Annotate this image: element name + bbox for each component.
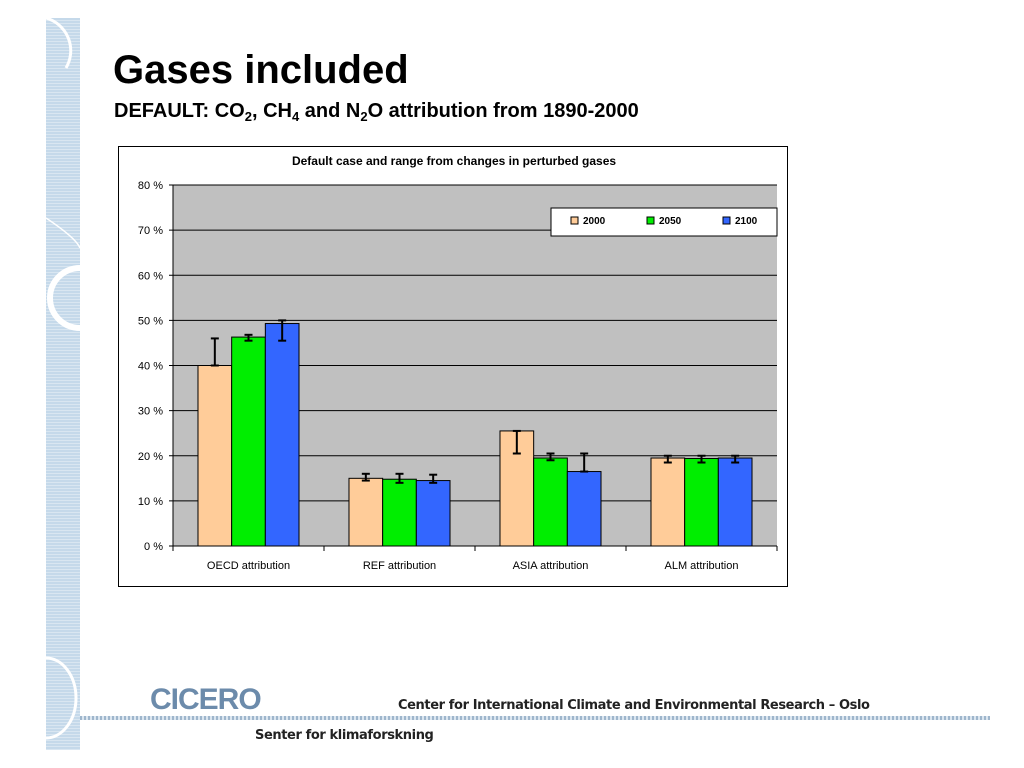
- subtitle-suffix: O attribution from 1890-2000: [367, 100, 639, 122]
- bar-2050: [684, 457, 719, 547]
- subtitle-sub-3: 2: [360, 109, 368, 124]
- chart-frame: 0 % 10 % 20 % 30 % 40 % 50 % 60 % 70 % 80 % OECD …: [118, 146, 788, 587]
- y-tick-label: 80 %: [138, 180, 163, 192]
- bar-2100: [566, 471, 602, 547]
- chart-title: Default case and range from changes in p…: [292, 154, 616, 168]
- y-tick-label: 10 %: [138, 496, 163, 508]
- y-tick-label: 50 %: [138, 315, 163, 327]
- y-tick-label: 70 %: [138, 225, 163, 237]
- bar-2100: [415, 480, 451, 547]
- x-tick-label: ASIA attribution: [513, 560, 589, 572]
- legend-swatch-2050: [646, 216, 655, 225]
- slide-title: Gases included: [113, 48, 409, 92]
- bar-2100: [717, 457, 753, 547]
- bar-2000: [348, 477, 384, 547]
- subtitle-mid-2: and N: [299, 100, 361, 122]
- legend-box: [550, 207, 778, 237]
- bar-2050: [231, 336, 266, 547]
- x-tick-label: REF attribution: [363, 560, 436, 572]
- y-tick-label: 20 %: [138, 451, 163, 463]
- legend-swatch-2100: [722, 216, 731, 225]
- x-tick-label: ALM attribution: [665, 560, 739, 572]
- footer-org-name: Center for International Climate and Env…: [398, 698, 870, 713]
- legend-label: 2100: [735, 216, 758, 227]
- subtitle-sub-1: 2: [244, 109, 252, 124]
- subtitle-mid-1: , CH: [251, 100, 292, 122]
- cicero-logo: CICERO: [150, 683, 262, 716]
- legend-label: 2050: [659, 216, 682, 227]
- y-tick-label: 40 %: [138, 361, 163, 373]
- bar-2000: [650, 457, 686, 547]
- bar-2000: [197, 365, 233, 547]
- subtitle-prefix: DEFAULT: CO: [114, 100, 245, 122]
- x-tick-label: OECD attribution: [207, 560, 290, 572]
- decorative-side-band: [46, 18, 80, 750]
- bar-2050: [382, 478, 417, 547]
- subtitle-sub-2: 4: [291, 109, 300, 124]
- slide-subtitle: DEFAULT: CO2, CH4 and N2O attribution fr…: [114, 100, 639, 124]
- y-tick-label: 60 %: [138, 270, 163, 282]
- footer-rule: [80, 716, 990, 720]
- bar-2050: [533, 457, 568, 547]
- y-tick-label: 0 %: [144, 541, 163, 553]
- legend-label: 2000: [583, 216, 606, 227]
- bar-2100: [264, 323, 300, 547]
- band-ornament-icon: [46, 18, 80, 740]
- footer-sub-text: Senter for klimaforskning: [255, 728, 434, 743]
- bar-chart: 0 % 10 % 20 % 30 % 40 % 50 % 60 % 70 % 80 % OECD …: [138, 154, 778, 572]
- y-tick-label: 30 %: [138, 406, 163, 418]
- legend-swatch-2000: [570, 216, 579, 225]
